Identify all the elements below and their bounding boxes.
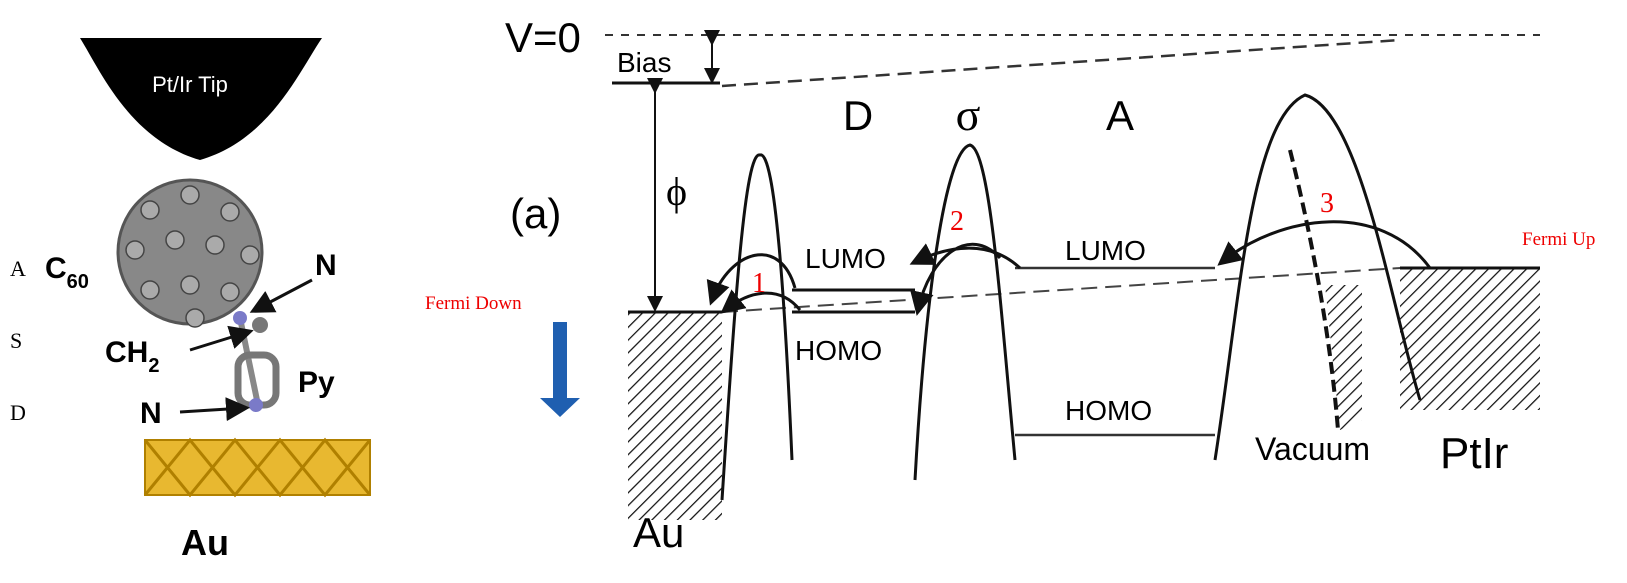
au-electrode [628,312,722,520]
arrow [180,408,244,412]
work-function-label: ϕ [666,169,687,214]
fermi-up-label: Fermi Up [1522,229,1595,250]
region-label: D [843,92,873,139]
side-label: A [10,256,26,281]
substrate-label: Au [181,522,229,563]
tip-label: PtIr [1440,429,1508,478]
side-label: D [10,400,26,425]
orbital-label: LUMO [1065,235,1146,266]
c60-label: C60 [45,252,89,293]
orbital-label: LUMO [805,243,886,274]
biased-vacuum-line [722,40,1400,86]
c60-base: C [45,252,67,285]
vacuum-label: Vacuum [1255,431,1370,467]
fermi-down-arrow [540,322,580,417]
transfer-arrow [915,248,1020,268]
n-atom [233,311,247,325]
sigma-barrier [915,145,1015,480]
bias-label: Bias [617,47,671,78]
transfer-arrow [1222,222,1430,268]
panel-label: (a) [510,190,561,237]
figure: Pt/Ir Tip A S D C60 N CH2 Py N Au V=0 [0,0,1627,583]
energy-diagram: V=0 Bias ϕ (a) D σ A LUMO HOMO LUMO HOMO… [425,14,1595,556]
region-label: A [1106,92,1134,139]
substrate-label: Au [633,509,684,556]
ptir-electrode [1400,268,1540,410]
orbital-label: HOMO [795,335,882,366]
orbital-label: HOMO [1065,395,1152,426]
c-atom [252,317,268,333]
ch2-base: CH [105,336,148,369]
c60-sub: 60 [67,271,89,293]
vacuum-level-label: V=0 [505,14,581,61]
donor-barrier [722,155,792,500]
arrow [190,332,248,350]
side-label: S [10,328,22,353]
ch2-label: CH2 [105,336,159,377]
vacuum-region [1325,285,1362,430]
left-panel: Pt/Ir Tip A S D C60 N CH2 Py N Au [10,38,370,563]
tip [80,38,322,160]
ch2-sub: 2 [148,355,159,377]
arrow [255,280,312,310]
step-label: 1 [752,268,766,299]
step-label: 3 [1320,188,1334,219]
py-label: Py [298,366,335,399]
step-label: 2 [950,206,964,237]
fermi-down-label: Fermi Down [425,293,522,314]
n-atom [249,398,263,412]
n-label: N [140,397,162,430]
n-label: N [315,249,337,282]
region-label: σ [956,89,981,140]
tip-label: Pt/Ir Tip [152,72,228,97]
